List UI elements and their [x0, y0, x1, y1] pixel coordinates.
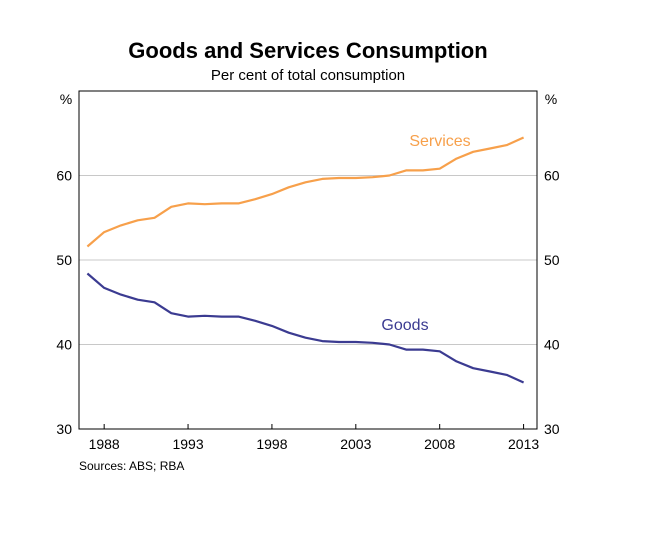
- series-line-services: [86, 136, 525, 248]
- chart-subtitle: Per cent of total consumption: [211, 67, 405, 84]
- x-tick-label: 1988: [89, 436, 120, 452]
- gridlines: [79, 175, 537, 345]
- x-ticks: 1988 1993 1998 2003 2008 2013: [89, 424, 539, 452]
- x-tick-label: 1993: [172, 436, 203, 452]
- chart-title: Goods and Services Consumption: [128, 38, 487, 63]
- y-axis-unit-left: %: [60, 91, 72, 107]
- y-tick-label-right: 50: [544, 252, 560, 268]
- y-tick-label-left: 40: [56, 337, 72, 353]
- y-tick-label-left: 50: [56, 252, 72, 268]
- y-ticks-left: 30 40 50 60: [56, 168, 72, 438]
- source-note: Sources: ABS; RBA: [79, 459, 184, 473]
- y-tick-label-right: 30: [544, 421, 560, 437]
- x-tick-label: 2003: [340, 436, 371, 452]
- x-tick-label: 2013: [508, 436, 539, 452]
- series-label-services: Services: [409, 133, 470, 150]
- y-tick-label-right: 60: [544, 168, 560, 184]
- y-axis-unit-right: %: [545, 91, 557, 107]
- series-label-goods: Goods: [381, 317, 428, 334]
- y-tick-label-left: 30: [56, 421, 72, 437]
- y-tick-label-left: 60: [56, 168, 72, 184]
- x-tick-label: 2008: [424, 436, 455, 452]
- series-group: [86, 136, 525, 384]
- series-line-goods: [86, 272, 525, 384]
- y-ticks-right: 30 40 50 60: [544, 168, 560, 438]
- plot-frame: [78, 90, 538, 430]
- x-tick-label: 1998: [256, 436, 287, 452]
- y-tick-label-right: 40: [544, 337, 560, 353]
